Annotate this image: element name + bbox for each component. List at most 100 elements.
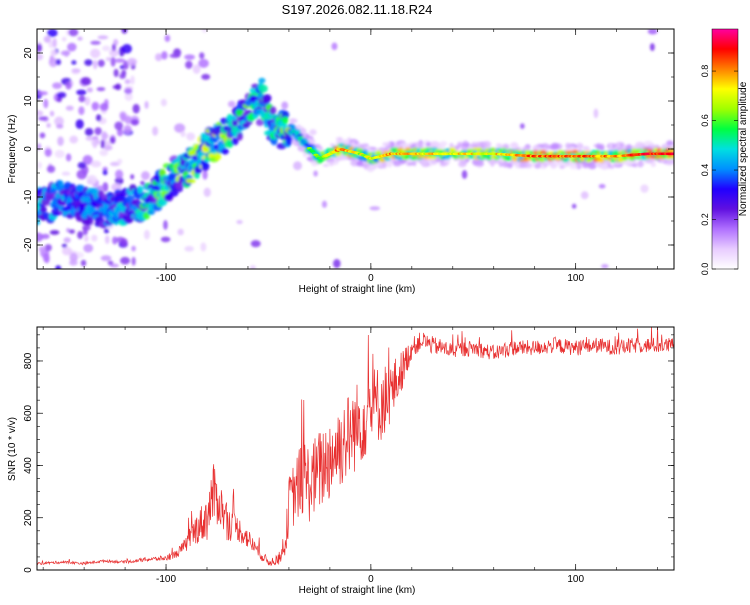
spectrogram-blob [41, 233, 50, 240]
spectrogram-ridge-blob [262, 94, 272, 102]
colorbar-tick-label: 0.0 [700, 263, 710, 276]
spectrogram-blob [46, 122, 51, 128]
spectrogram-blob [347, 157, 358, 161]
spectrogram-blob [91, 234, 98, 242]
spectrogram-ridge-blob [231, 119, 238, 127]
snr-ytick-label: 200 [23, 509, 34, 526]
spectrogram-ridge-blob [361, 149, 369, 155]
spectrogram-ridge-blob [281, 110, 290, 120]
spectrogram-blob [114, 121, 124, 131]
spectrogram-blob [61, 171, 71, 176]
spectrogram-blob [328, 160, 334, 167]
spectrogram-ridge-blob [597, 158, 605, 163]
spectrogram-blob [550, 142, 560, 150]
spectrogram-blob [92, 60, 98, 70]
spectrogram-blob [430, 141, 440, 148]
spectrogram-blob [131, 245, 136, 252]
spectrogram-blob [174, 123, 186, 133]
spectrogram-blob [43, 252, 49, 263]
spectrogram-ridge-blob [231, 137, 239, 146]
spectrogram-ytick-label: 0 [23, 146, 34, 152]
spectrogram-blob [169, 53, 181, 59]
spectrogram-blob [675, 150, 680, 153]
spectrogram-blob [471, 158, 481, 166]
spectrogram-blob [163, 220, 168, 230]
spectrogram-blob [102, 169, 108, 176]
spectrogram-blob [635, 141, 645, 148]
spectrogram-ytick-label: -10 [23, 189, 34, 204]
spectrogram-blob [236, 220, 243, 225]
spectrogram-ridge-blob [208, 153, 215, 159]
spectrogram-blob [80, 259, 87, 267]
spectrogram-blob [37, 110, 44, 117]
spectrogram-blob [100, 139, 105, 149]
spectrogram-blob [78, 106, 85, 116]
spectrogram-blob [461, 144, 467, 152]
snr-ytick-label: 800 [23, 352, 34, 369]
spectrogram-blob [309, 129, 317, 136]
spectrogram-blob [76, 89, 87, 96]
spectrogram-blob [71, 60, 77, 65]
spectrogram-blob [598, 183, 606, 189]
spectrogram-blob [89, 48, 101, 59]
spectrogram-blob [37, 232, 44, 242]
spectrogram-blob [140, 180, 145, 186]
spectrogram-blob [116, 128, 124, 137]
spectrogram-blob [119, 73, 126, 79]
spectrogram-blob [331, 42, 338, 51]
spectrogram-blob [105, 57, 113, 62]
spectrogram-blob [569, 164, 578, 170]
spectrogram-image [37, 29, 680, 269]
spectrogram-blob [84, 127, 94, 137]
spectrogram-blob [120, 238, 128, 247]
spectrogram-blob [509, 142, 519, 150]
spectrogram-blob [84, 96, 91, 106]
spectrogram-blob [48, 57, 58, 68]
spectrogram-blob [102, 45, 111, 52]
spectrogram-blob [69, 135, 79, 144]
spectrogram-blob [201, 73, 211, 80]
spectrogram-blob [96, 114, 102, 122]
spectrogram-blob [56, 91, 67, 99]
spectrogram-blob [636, 162, 645, 166]
spectrogram-ridge-blob [258, 77, 266, 84]
spectrogram-blob [82, 224, 91, 231]
spectrogram-blob [114, 176, 124, 186]
spectrogram-blob [333, 258, 341, 269]
spectrogram-blob [71, 68, 81, 73]
spectrogram-blob [510, 160, 519, 165]
spectrogram-blob [102, 182, 109, 192]
spectrogram-ridge-blob [281, 116, 289, 125]
spectrogram-blob [130, 75, 135, 85]
spectrogram-blob [54, 149, 65, 159]
spectrogram-blob [113, 68, 119, 78]
spectrogram-xtick-label: 0 [368, 273, 374, 284]
colorbar-label: Normalized spectral amplitude [738, 81, 749, 216]
spectrogram-blob [119, 256, 131, 265]
spectrogram-blob [65, 153, 72, 162]
spectrogram-blob [186, 132, 196, 141]
spectrogram-blob [595, 143, 602, 150]
spectrogram-blob [86, 87, 93, 93]
spectrogram-blob [39, 132, 46, 139]
spectrogram-blob [200, 242, 207, 252]
spectrogram-blob [601, 264, 609, 269]
spectrogram-blob [471, 141, 478, 146]
spectrogram-blob [120, 113, 126, 122]
spectrogram-blob [341, 139, 350, 144]
spectrogram-ridge-blob [669, 148, 674, 154]
spectrogram-blob [366, 165, 375, 173]
spectrogram-blob [177, 228, 184, 236]
spectrogram-ridge-blob [54, 192, 61, 199]
spectrogram-ridge-blob [375, 150, 382, 155]
spectrogram-blob [495, 143, 502, 147]
colorbar-tick-label: 0.6 [700, 114, 710, 127]
spectrogram-blob [57, 136, 64, 146]
spectrogram-blob [666, 140, 674, 146]
spectrogram-blob [184, 245, 194, 252]
spectrogram-blob [99, 102, 109, 112]
spectrogram-blob [152, 126, 159, 136]
snr-frame [36, 326, 675, 571]
spectrogram-blob [203, 187, 211, 198]
